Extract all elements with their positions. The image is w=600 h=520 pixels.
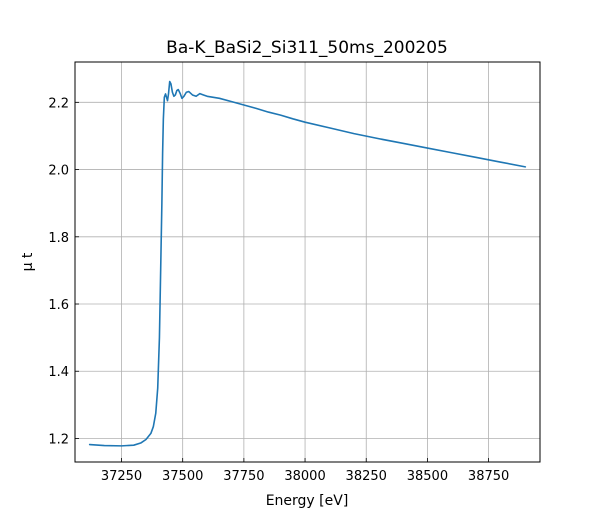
x-axis-label: Energy [eV] bbox=[266, 493, 349, 509]
x-tick-label: 37750 bbox=[223, 469, 264, 484]
y-tick-label: 1.8 bbox=[48, 231, 69, 246]
series-line bbox=[88, 80, 527, 447]
grid bbox=[75, 62, 540, 462]
x-tick-label: 37500 bbox=[162, 469, 203, 484]
y-tick-label: 1.4 bbox=[48, 365, 69, 380]
y-tick-label: 2.2 bbox=[48, 96, 69, 111]
x-tick-label: 37250 bbox=[101, 469, 142, 484]
x-tick-label: 38000 bbox=[284, 469, 325, 484]
plot-frame bbox=[74, 61, 541, 463]
y-tick-label: 2.0 bbox=[48, 164, 69, 179]
y-axis-label: μ t bbox=[20, 252, 36, 271]
y-tick-label: 1.2 bbox=[48, 432, 69, 447]
x-tick-label: 38250 bbox=[346, 469, 387, 484]
axis-ticks: 37250 37500 37750 38000 38250 38500 38750 1.2 1.… bbox=[48, 96, 509, 484]
chart-title: Ba-K_BaSi2_Si311_50ms_200205 bbox=[166, 38, 448, 58]
x-tick-label: 38500 bbox=[407, 469, 448, 484]
x-tick-label: 38750 bbox=[468, 469, 509, 484]
series-group bbox=[88, 80, 527, 447]
y-tick-label: 1.6 bbox=[48, 298, 69, 313]
